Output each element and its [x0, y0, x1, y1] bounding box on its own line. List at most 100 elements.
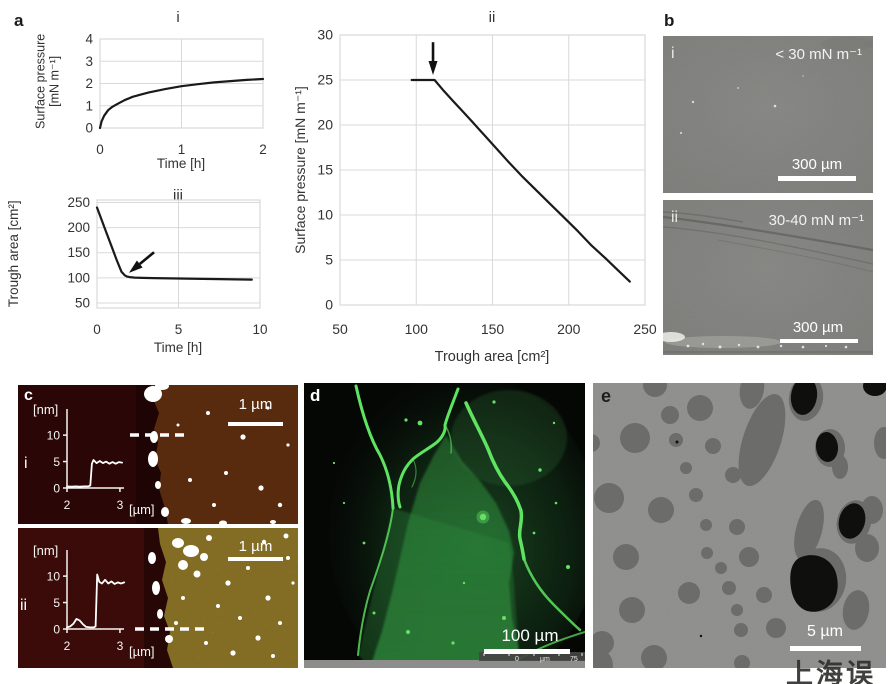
annotation-arrow-head [128, 260, 143, 273]
chart-iii-plot: 50 100 150 200 250 0 5 10 [67, 195, 267, 337]
x-tick-label: 2 [259, 142, 267, 157]
domain-image-e [593, 383, 886, 668]
scale-bar [790, 646, 861, 651]
height-profile-inset-i: 0 5 10 2 3 [47, 409, 124, 512]
y-tick-label: 0 [85, 121, 93, 136]
y-tick-label: 200 [67, 220, 90, 235]
x-tick-label: 100 [405, 321, 429, 337]
y-tick-label: 15 [317, 162, 333, 178]
chart-i-y-axis-label: Surface pressure [mN m⁻¹] [33, 33, 62, 129]
chart-iii-y-axis-label: Trough area [cm²] [6, 200, 22, 308]
x-tick-label: 250 [633, 321, 657, 337]
afm-c-i-scale-label: 1 µm [238, 396, 273, 413]
x-tick-label: 50 [332, 321, 348, 337]
chart-i-title: i [176, 9, 180, 26]
y-tick-label: 10 [47, 429, 61, 443]
dark-domains [675, 383, 886, 638]
annotation-arrow-head [428, 61, 438, 75]
gray-domains [593, 383, 886, 668]
fluorescence-scale-bar [484, 649, 570, 654]
chart-iii-x-axis-label: Time [h] [153, 340, 203, 355]
micrograph-b-ii-tag: ii [671, 209, 679, 226]
chart-iii-title: iii [173, 187, 183, 204]
afm-c-i-ylabel: [nm] [33, 402, 59, 417]
ruler-start-label: 0 [515, 656, 519, 663]
data-series-line [410, 78, 631, 283]
y-tick-label: 5 [53, 596, 60, 610]
y-tick-label: 0 [325, 297, 333, 313]
y-tick-label: 5 [325, 252, 333, 268]
panel-label-a: a [14, 11, 24, 30]
y-tick-label: 0 [53, 623, 60, 637]
afm-c-ii-ylabel: [nm] [33, 543, 59, 558]
x-tick-label: 3 [117, 639, 124, 653]
y-tick-label: 150 [67, 245, 90, 260]
micrograph-b-i-scale-label: 300 µm [791, 156, 843, 173]
panel-label-d: d [310, 386, 321, 405]
y-tick-label: 250 [67, 195, 90, 210]
plot-border [339, 34, 646, 306]
micrograph-b-i-pressure-note: < 30 mN m⁻¹ [775, 46, 862, 63]
y-tick-label: 50 [75, 295, 90, 310]
bottom-streaks [663, 332, 873, 353]
panel-label-e: e [601, 386, 612, 406]
y-tick-label: 3 [85, 54, 93, 69]
data-series-line [66, 459, 123, 488]
micrograph-b-ii-pressure-note: 30-40 mN m⁻¹ [768, 212, 864, 229]
y-tick-label: 20 [317, 117, 333, 133]
chart-i-plot: 0 1 2 3 4 0 1 2 [85, 32, 267, 158]
chart-i-x-axis-label: Time [h] [156, 156, 206, 171]
ruler-end-label: 75 [570, 656, 578, 663]
data-series-line [66, 573, 126, 629]
afm-c-i-xunit: [µm] [129, 502, 155, 517]
viewer-mini-ruler [479, 652, 585, 661]
x-tick-label: 3 [117, 498, 124, 512]
afm-c-i-tag: i [24, 455, 28, 472]
chart-ii-plot: 0 5 10 15 20 25 30 50 100 150 200 250 [317, 27, 657, 338]
x-tick-label: 2 [64, 639, 71, 653]
height-profile-inset-ii: 0 5 10 2 3 [47, 550, 126, 653]
afm-c-ii-scale-label: 1 µm [238, 538, 273, 555]
fluorescence-scale-label: 100 µm [501, 626, 559, 645]
y-tick-label: 5 [53, 455, 60, 469]
y-tick-label: 30 [317, 27, 333, 43]
afm-image-c-i: 0 5 10 2 3 [18, 385, 298, 524]
y-tick-label: 10 [47, 570, 61, 584]
y-tick-label: 0 [53, 482, 60, 496]
x-tick-label: 5 [175, 322, 183, 337]
y-tick-label: 100 [67, 270, 90, 285]
afm-c-ii-xunit: [µm] [129, 644, 155, 659]
chart-ii-title: ii [488, 9, 496, 26]
scale-bar [228, 422, 283, 426]
micrograph-b-ii [663, 200, 873, 355]
dust-specks [679, 75, 804, 135]
x-tick-label: 200 [557, 321, 581, 337]
afm-c-ii-tag: ii [20, 597, 28, 614]
viewer-bottom-strip [304, 660, 585, 668]
panel-label-b: b [664, 11, 675, 30]
y-tick-label: 4 [85, 32, 93, 47]
fluorescence-image-d [304, 383, 585, 668]
y-tick-label: 1 [85, 98, 93, 113]
ruler-unit-label: µm [540, 656, 550, 663]
micrograph-b-ii-scale-bar [780, 339, 858, 343]
watermark: 上海误 [786, 659, 876, 684]
y-tick-label: 2 [85, 76, 93, 91]
x-tick-label: 1 [178, 142, 186, 157]
x-tick-label: 0 [96, 142, 104, 157]
x-tick-label: 150 [481, 321, 505, 337]
chart-ii-x-axis-label: Trough area [cm²] [434, 349, 550, 365]
domain-scale-label: 5 µm [807, 623, 843, 640]
membrane-wrinkles [354, 384, 585, 668]
smudge [822, 37, 873, 51]
data-series-line [98, 77, 265, 130]
micrograph-b-i-scale-bar [778, 176, 856, 181]
annotation-arrow-shaft [138, 251, 155, 265]
y-tick-label: 25 [317, 72, 333, 88]
x-tick-label: 10 [252, 322, 267, 337]
wrinkle-lines [663, 211, 873, 273]
plot-border [99, 38, 264, 129]
plot-border [96, 199, 261, 309]
micrograph-b-i-tag: i [671, 45, 675, 62]
